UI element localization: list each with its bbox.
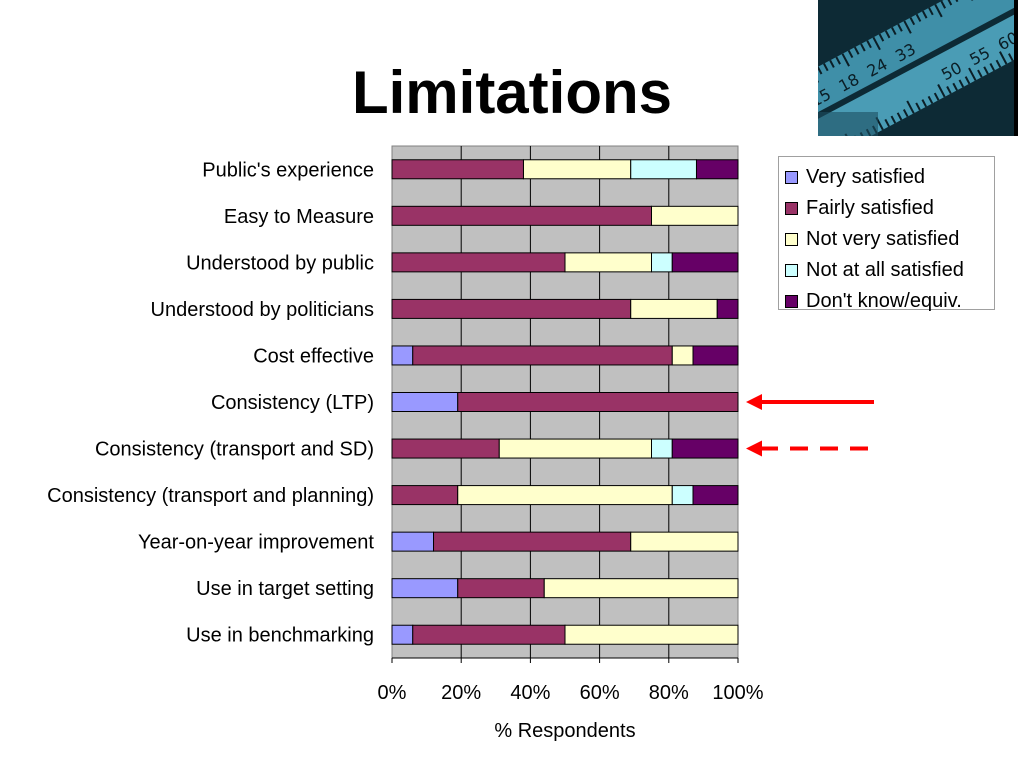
- bar-segment: [671, 485, 694, 506]
- bar-segment: [630, 159, 697, 180]
- bar-segment: [412, 624, 566, 645]
- bar-segment: [391, 298, 632, 319]
- bar-segment: [630, 531, 739, 552]
- bar-segment: [630, 298, 718, 319]
- annotations: [746, 394, 874, 457]
- bar-segment: [391, 578, 459, 599]
- legend-item: Very satisfied: [785, 162, 994, 193]
- bar-segment: [457, 578, 545, 599]
- bar-segment: [671, 252, 739, 273]
- bar-segment: [651, 252, 673, 273]
- bar-segment: [692, 345, 739, 366]
- bar-segment: [671, 438, 739, 459]
- category-label: Understood by public: [186, 252, 374, 274]
- bar-segment: [412, 345, 673, 366]
- x-axis-title: % Respondents: [494, 720, 635, 742]
- bar-segment: [564, 252, 652, 273]
- bar-segment: [457, 392, 739, 412]
- category-labels: Public's experience Easy to Measure Unders…: [47, 159, 374, 646]
- ruler-number: 60: [995, 28, 1018, 54]
- annotation-arrow-head: [746, 440, 762, 457]
- legend-label: Not very satisfied: [806, 228, 960, 250]
- annotation-arrow-head: [746, 394, 762, 410]
- x-tick-label: 40%: [510, 682, 550, 704]
- legend-item: Not at all satisfied: [785, 255, 994, 286]
- legend: Very satisfied Fairly satisfied Not very s…: [778, 156, 995, 312]
- category-label: Year-on-year improvement: [138, 532, 374, 554]
- bar-segment: [433, 531, 632, 552]
- x-tick-label: 0%: [378, 682, 407, 704]
- category-label: Use in target setting: [196, 578, 374, 600]
- category-label: Public's experience: [202, 159, 374, 181]
- x-tick-label: 20%: [441, 682, 481, 704]
- bar-segment: [457, 485, 673, 506]
- legend-item: Not very satisfied: [785, 224, 994, 255]
- category-label: Understood by politicians: [151, 299, 374, 321]
- bar-segment: [543, 578, 739, 599]
- bar-segment: [391, 485, 459, 506]
- x-axis: 0% 20% 40% 60% 80% 100%: [378, 657, 764, 704]
- category-label: Consistency (transport and planning): [47, 485, 374, 507]
- legend-swatch: [785, 233, 798, 246]
- category-label: Easy to Measure: [224, 206, 374, 228]
- legend-label: Very satisfied: [806, 166, 925, 188]
- x-tick-label: 60%: [580, 682, 620, 704]
- category-label: Cost effective: [253, 345, 374, 367]
- bar-segment: [391, 345, 414, 366]
- bar-segment: [391, 205, 652, 226]
- bar-segment: [564, 624, 739, 645]
- ruler-photo: 1518243350556065: [818, 0, 1018, 136]
- bar-segment: [522, 159, 632, 180]
- legend-swatch: [785, 295, 798, 308]
- bar-segment: [391, 392, 459, 412]
- slide-title: Limitations: [351, 59, 672, 126]
- bar-segment: [651, 438, 673, 459]
- category-label: Use in benchmarking: [186, 625, 374, 647]
- x-tick-label: 100%: [712, 682, 763, 704]
- bar-segment: [391, 159, 524, 180]
- bar-segment: [716, 298, 739, 319]
- legend-label: Don't know/equiv.: [806, 290, 962, 312]
- bar-segment: [391, 438, 500, 459]
- category-label: Consistency (LTP): [211, 392, 374, 414]
- legend-label: Not at all satisfied: [806, 259, 964, 281]
- x-tick-label: 80%: [649, 682, 689, 704]
- category-label: Consistency (transport and SD): [95, 439, 374, 461]
- bar-segment: [692, 485, 739, 506]
- bar-segment: [651, 205, 739, 226]
- bar-segment: [695, 159, 739, 180]
- bar-segment: [671, 345, 694, 366]
- legend-swatch: [785, 171, 798, 184]
- legend-item: Don't know/equiv.: [785, 286, 994, 317]
- legend-label: Fairly satisfied: [806, 197, 934, 219]
- bar-segment: [391, 531, 435, 552]
- legend-swatch: [785, 202, 798, 215]
- legend-item: Fairly satisfied: [785, 193, 994, 224]
- bars: [391, 159, 739, 645]
- legend-swatch: [785, 264, 798, 277]
- bar-segment: [391, 624, 414, 645]
- bar-segment: [391, 252, 566, 273]
- bar-segment: [498, 438, 653, 459]
